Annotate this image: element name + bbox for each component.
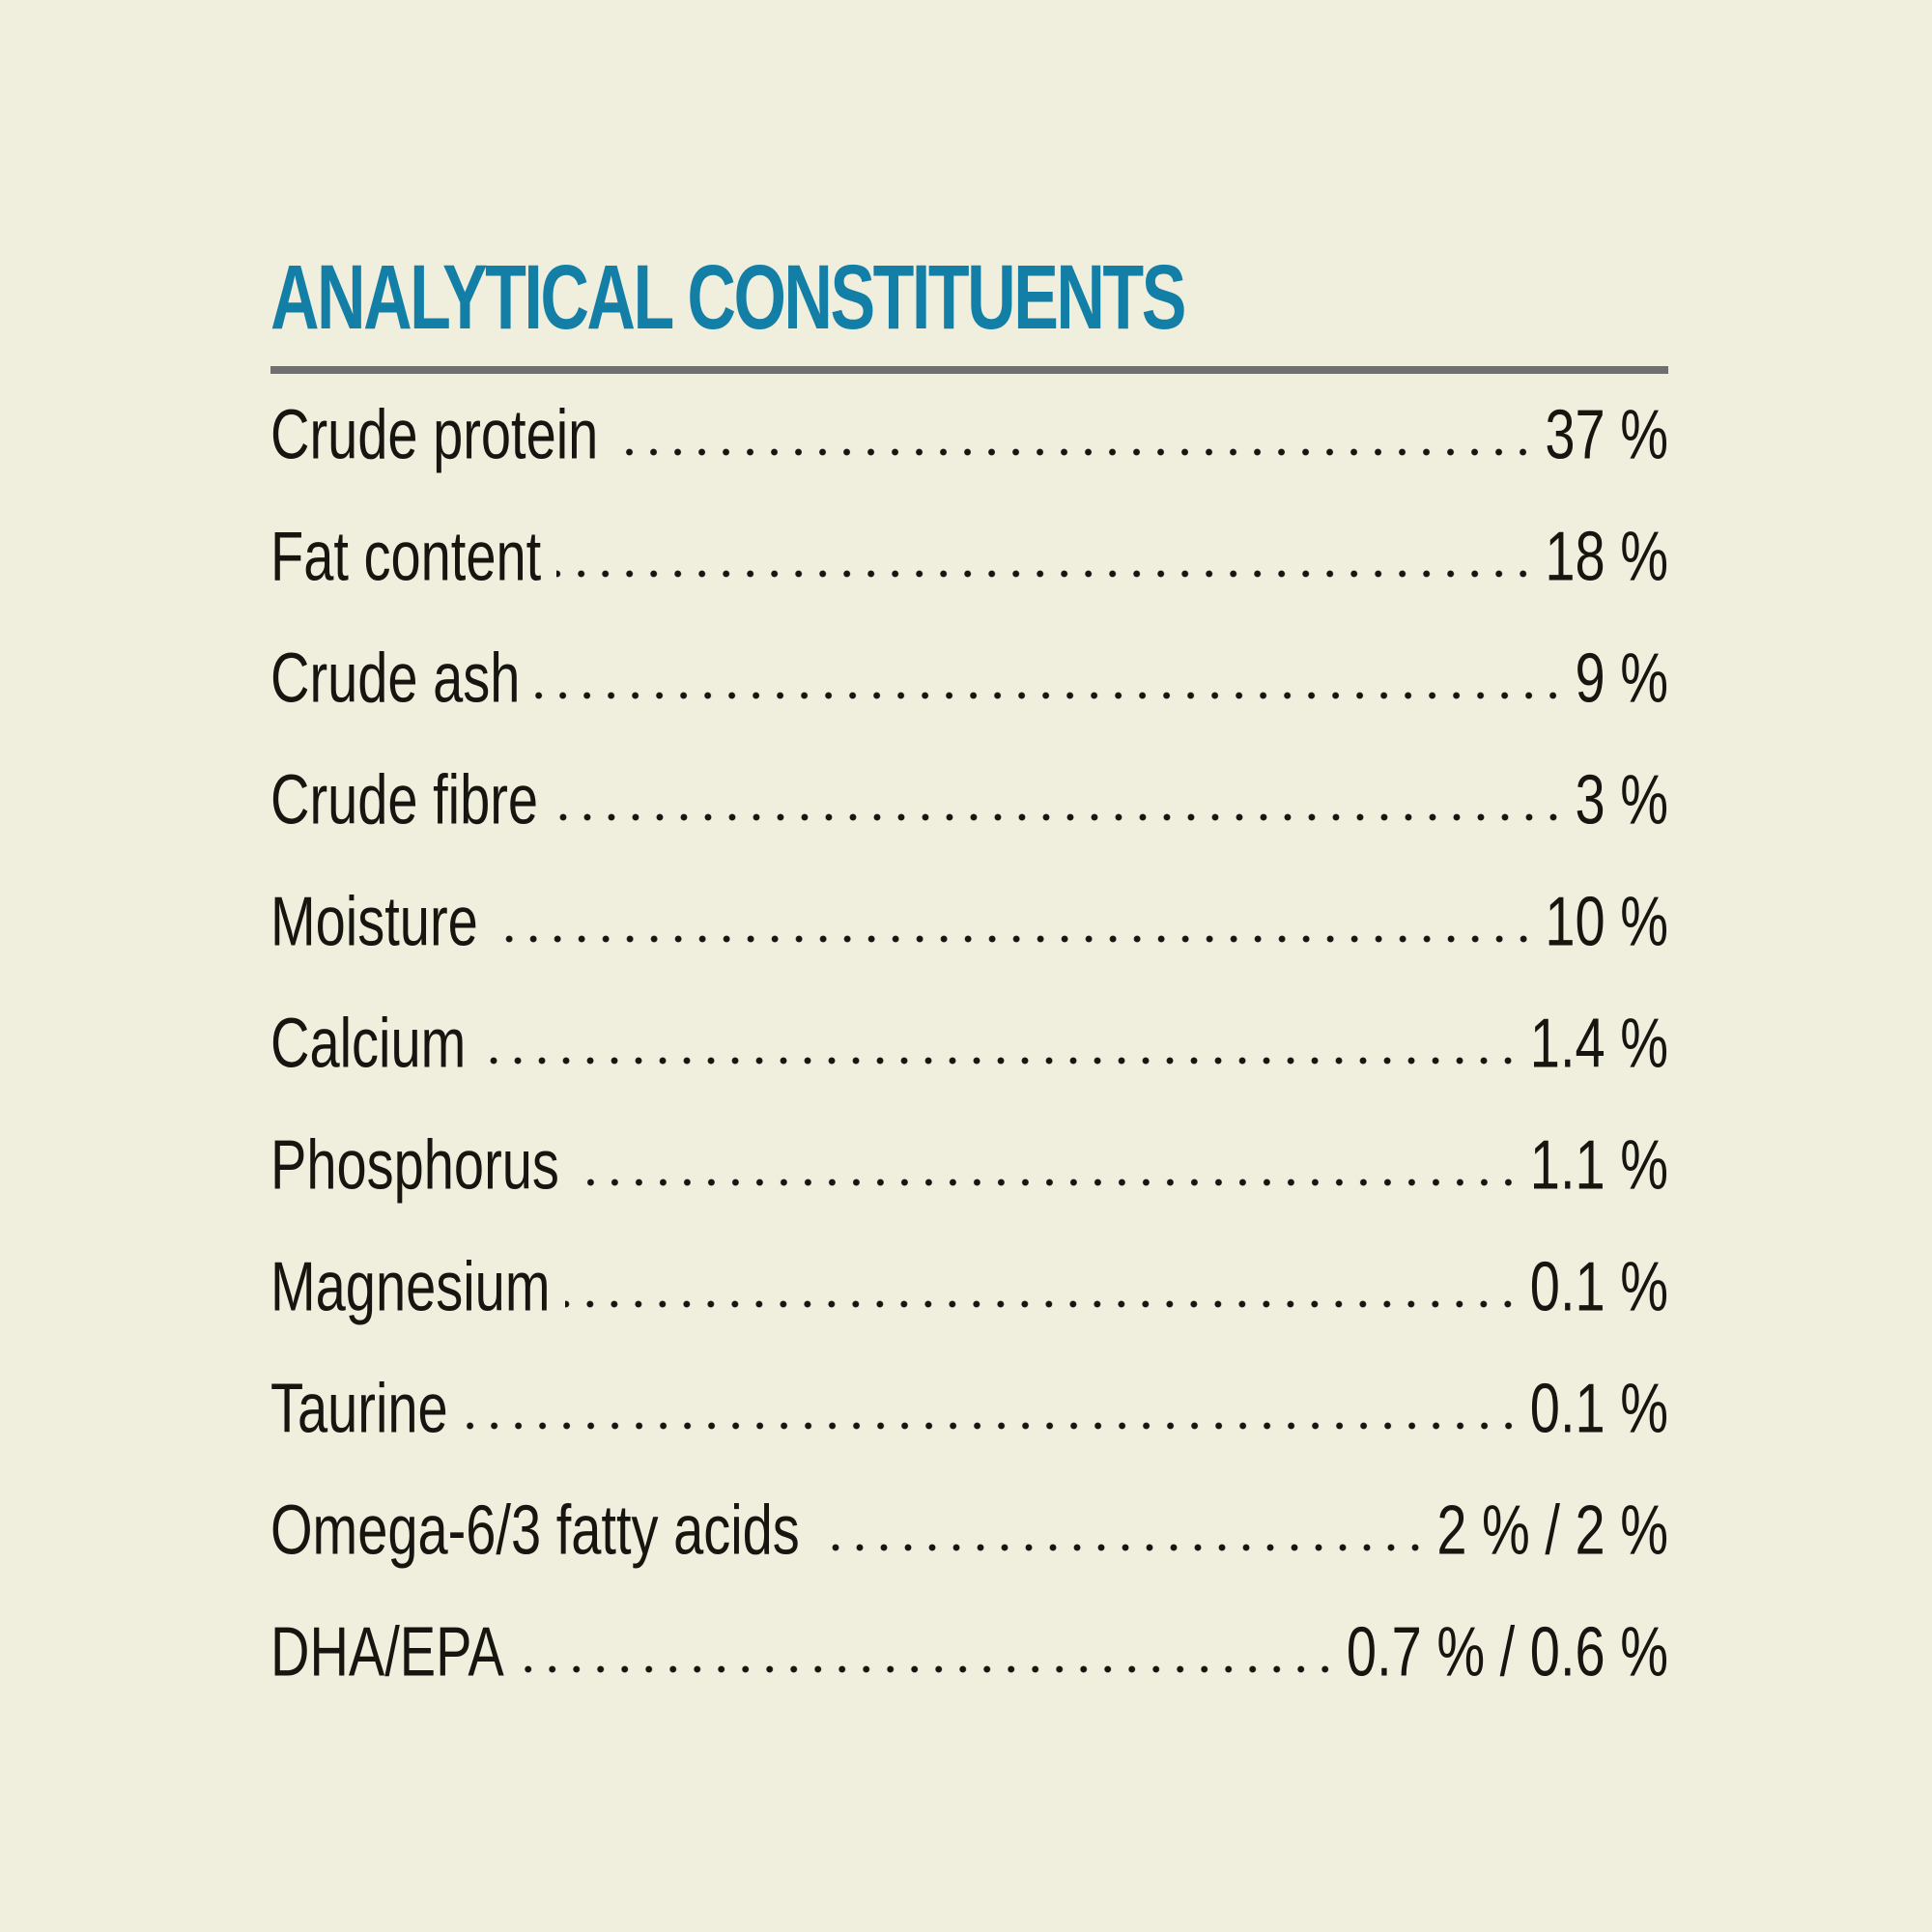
row-value: 0.7 % / 0.6 % bbox=[1346, 1611, 1668, 1690]
table-row: Calcium 1.4 % bbox=[270, 956, 1668, 1078]
row-label: DHA/EPA bbox=[270, 1611, 504, 1690]
table-row: Crude fibre 3 % bbox=[270, 713, 1668, 835]
panel-title-text: ANALYTICAL CONSTITUENTS bbox=[270, 246, 1186, 349]
row-label: Taurine bbox=[270, 1368, 448, 1447]
dotted-leader bbox=[481, 1054, 1520, 1067]
row-value: 9 % bbox=[1575, 638, 1669, 717]
row-value: 0.1 % bbox=[1529, 1368, 1668, 1447]
row-label: Crude ash bbox=[270, 638, 521, 717]
table-row: Fat content 18 % bbox=[270, 469, 1668, 591]
row-label: Phosphorus bbox=[270, 1124, 559, 1204]
row-label: Fat content bbox=[270, 516, 542, 595]
row-label: Calcium bbox=[270, 1003, 467, 1082]
row-value: 2 % / 2 % bbox=[1436, 1490, 1668, 1569]
row-label: Magnesium bbox=[270, 1246, 551, 1325]
table-row: DHA/EPA 0.7 % / 0.6 % bbox=[270, 1565, 1668, 1687]
row-value: 0.1 % bbox=[1529, 1246, 1668, 1325]
dotted-leader bbox=[613, 445, 1536, 459]
table-row: Crude ash 9 % bbox=[270, 591, 1668, 713]
row-value: 3 % bbox=[1575, 759, 1669, 838]
table-row: Omega-6/3 fatty acids 2 % / 2 % bbox=[270, 1443, 1668, 1565]
dotted-leader bbox=[463, 1419, 1520, 1433]
dotted-leader bbox=[556, 567, 1536, 581]
table-row: Moisture 10 % bbox=[270, 835, 1668, 956]
dotted-leader bbox=[493, 932, 1536, 946]
table-row: Magnesium 0.1 % bbox=[270, 1200, 1668, 1321]
row-label: Omega-6/3 fatty acids bbox=[270, 1490, 800, 1569]
table-row: Phosphorus 1.1 % bbox=[270, 1078, 1668, 1200]
table-row: Crude protein 37 % bbox=[270, 348, 1668, 469]
row-label: Crude protein bbox=[270, 394, 599, 473]
table-row: Taurine 0.1 % bbox=[270, 1321, 1668, 1443]
title-rule bbox=[270, 366, 1668, 374]
row-value: 1.1 % bbox=[1529, 1124, 1668, 1204]
dotted-leader bbox=[574, 1176, 1520, 1189]
panel-title: ANALYTICAL CONSTITUENTS bbox=[270, 252, 1668, 344]
dotted-leader bbox=[554, 810, 1566, 824]
row-value: 10 % bbox=[1545, 881, 1668, 960]
row-label: Crude fibre bbox=[270, 759, 539, 838]
dotted-leader bbox=[814, 1541, 1428, 1554]
label-panel: ANALYTICAL CONSTITUENTS Crude protein 37… bbox=[0, 252, 1932, 1932]
dotted-leader bbox=[565, 1297, 1520, 1311]
row-value: 18 % bbox=[1545, 516, 1668, 595]
row-label: Moisture bbox=[270, 881, 478, 960]
dotted-leader bbox=[535, 689, 1566, 702]
constituents-table: Crude protein 37 % Fat content 18 % Crud… bbox=[270, 348, 1668, 1687]
row-value: 37 % bbox=[1545, 394, 1668, 473]
dotted-leader bbox=[519, 1662, 1337, 1676]
row-value: 1.4 % bbox=[1529, 1003, 1668, 1082]
